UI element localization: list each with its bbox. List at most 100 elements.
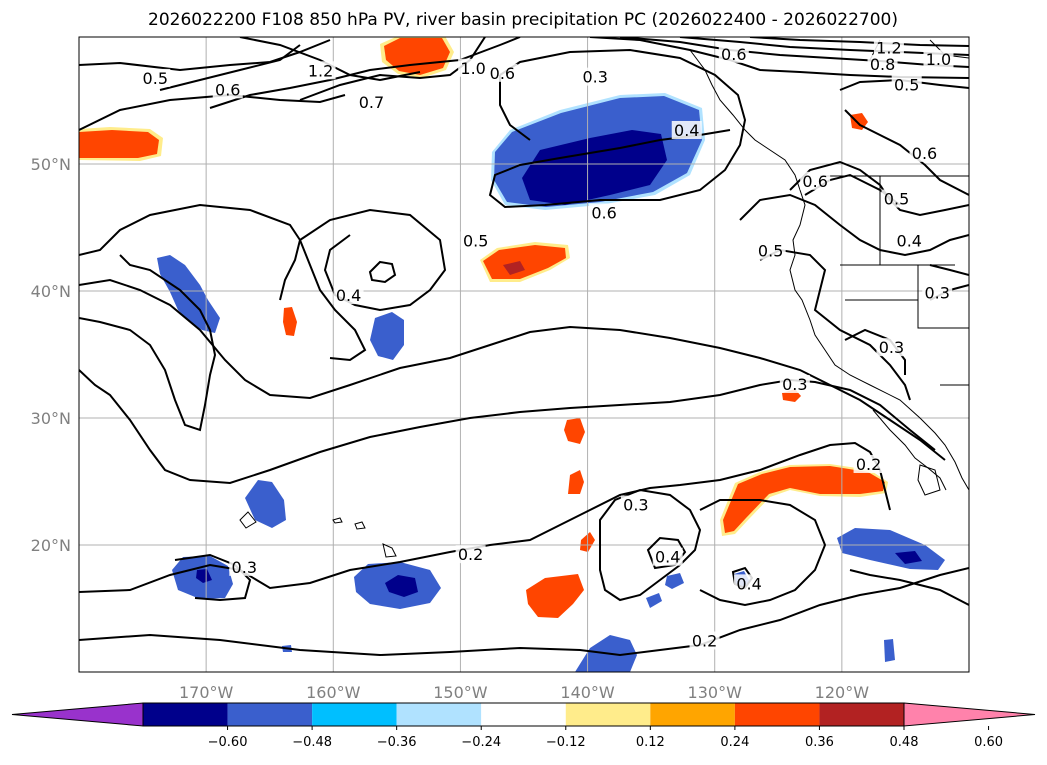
x-tick-label: 150°W <box>433 683 488 702</box>
colorbar-segment <box>481 703 566 726</box>
contour-label: 0.2 <box>458 545 483 564</box>
shade-positive <box>526 574 584 618</box>
contour-label-bg <box>458 58 489 77</box>
contour-line <box>79 567 969 657</box>
colorbar-tick-label: 0.60 <box>974 735 1003 750</box>
shade-positive <box>483 245 566 279</box>
contour-label: 1.2 <box>308 61 333 80</box>
contour-label: 0.3 <box>232 558 257 577</box>
y-tick-label: 30°N <box>31 409 71 428</box>
contour-label: 0.3 <box>782 375 807 394</box>
contour-label-bg <box>305 61 336 80</box>
shade-negative <box>522 130 667 205</box>
colorbar-tick-label: −0.36 <box>377 735 417 750</box>
shade-negative <box>245 480 286 528</box>
contour-label-bg <box>460 231 491 250</box>
contour-label: 0.5 <box>884 190 909 209</box>
x-tick-label: 120°W <box>815 683 870 702</box>
contour-label: 0.2 <box>692 632 717 651</box>
shade-negative <box>884 639 895 662</box>
contour-label: 1.2 <box>876 38 901 57</box>
colorbar-tick-label: −0.24 <box>461 735 501 750</box>
coastline <box>689 49 969 491</box>
colorbar-tick-label: 0.48 <box>890 735 919 750</box>
colorbar-tick-label: −0.48 <box>292 735 332 750</box>
contour-line <box>299 208 447 312</box>
contour-line <box>79 369 936 485</box>
colorbar-segment <box>819 703 904 726</box>
x-tick-label: 160°W <box>306 683 361 702</box>
contour-line <box>739 193 969 257</box>
map-frame <box>78 36 970 673</box>
x-tick-label: 170°W <box>179 683 234 702</box>
contour-label: 0.4 <box>736 574 761 593</box>
contour-label-bg <box>881 189 912 208</box>
contour-label: 0.6 <box>591 204 616 223</box>
contour-label-bg <box>580 67 611 86</box>
contour-line <box>79 203 302 301</box>
contour-label: 0.4 <box>655 548 680 567</box>
shade-positive <box>564 418 585 444</box>
colorbar: −0.60 −0.48 −0.36 −0.24 −0.12 0.12 0.24 0.36 0.4… <box>11 702 1036 750</box>
contour-label: 0.5 <box>758 242 783 261</box>
contour-line <box>368 260 397 284</box>
shade-positive <box>283 307 297 336</box>
shade-negative <box>196 569 212 583</box>
colorbar-segment <box>565 703 651 726</box>
contour-label: 0.6 <box>721 45 746 64</box>
contour-line <box>599 488 702 602</box>
contour-label: 0.3 <box>582 68 607 87</box>
contour-label: 0.2 <box>856 455 881 474</box>
contour-label-bg <box>779 374 810 393</box>
colorbar-tick-label: 0.12 <box>636 735 665 750</box>
contour-line <box>79 254 217 432</box>
colorbar-segment <box>143 703 228 726</box>
contour-line <box>849 569 969 606</box>
contour-label-bg <box>689 631 720 650</box>
contour-label: 0.6 <box>802 172 827 191</box>
contour-label-bg <box>718 44 749 63</box>
shade-negative <box>665 573 684 589</box>
contour-label-bg <box>873 38 904 57</box>
colorbar-segment <box>312 703 397 726</box>
contour-label-bg <box>894 231 925 250</box>
shade-positive <box>723 466 885 533</box>
shade-negative <box>370 312 404 360</box>
contour-label: 0.8 <box>870 55 895 74</box>
contour-line <box>679 37 969 56</box>
shade-positive <box>568 470 584 494</box>
contour-label-bg <box>229 557 260 576</box>
axis-tick-labels: 170°W 160°W 150°W 140°W 130°W 120°W 50°N 40°N 30… <box>31 155 870 702</box>
contour-label-bg <box>909 143 940 162</box>
contour-line <box>646 536 687 570</box>
contour-label-bg <box>212 80 243 99</box>
contour-label: 0.5 <box>894 75 919 94</box>
contour-label-bg <box>922 283 953 302</box>
island <box>382 543 397 558</box>
contour-label: 0.4 <box>336 286 361 305</box>
contour-label-bg <box>734 574 765 593</box>
contour-line <box>174 553 252 602</box>
colorbar-segment <box>227 703 313 726</box>
shade-negative <box>157 255 220 333</box>
contour-line <box>159 44 301 91</box>
colorbar-segment <box>650 703 735 726</box>
map-area: 0.50.61.20.71.0 0.6 0.30.40.6 1.20.8 1.00.50… <box>79 37 969 672</box>
contour-label-bg <box>923 49 954 68</box>
contour-label-bg <box>755 241 786 260</box>
contour-label-bg <box>853 454 884 473</box>
contour-line <box>699 499 827 607</box>
contour-label-bg <box>356 93 387 112</box>
contour-label-bg <box>671 120 702 139</box>
contour-line <box>759 248 911 401</box>
contour-label: 0.6 <box>912 144 937 163</box>
contour-label-bg <box>867 54 898 73</box>
contour-line <box>619 37 969 68</box>
shade-negative <box>385 575 418 597</box>
contour-labels: 0.50.61.20.71.0 0.6 0.30.40.6 1.20.8 1.00.50… <box>140 38 954 651</box>
contour-label: 0.6 <box>215 80 240 99</box>
contour-label: 0.4 <box>897 231 922 250</box>
island <box>239 511 257 529</box>
colorbar-tick-label: 0.36 <box>805 735 834 750</box>
